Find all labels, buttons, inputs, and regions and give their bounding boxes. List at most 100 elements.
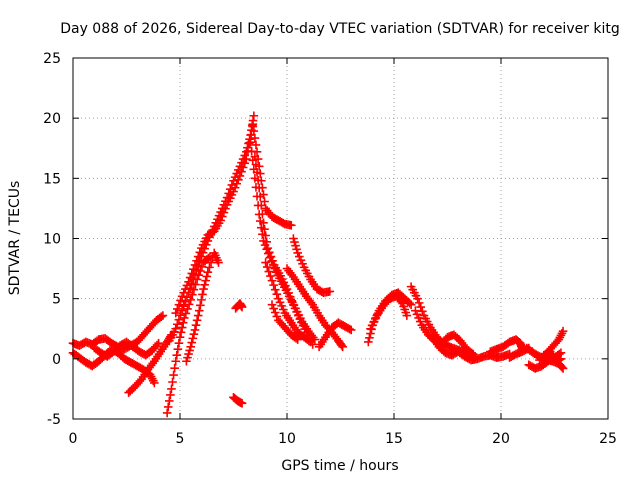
data-point — [205, 263, 214, 272]
data-point — [251, 160, 261, 169]
data-point — [269, 280, 278, 290]
data-point — [289, 234, 298, 243]
data-point — [206, 258, 216, 267]
data-point — [247, 146, 256, 156]
data-point — [293, 335, 302, 344]
data-point — [249, 111, 259, 121]
data-point — [292, 245, 301, 254]
data-point — [254, 183, 264, 193]
data-point — [290, 237, 299, 247]
y-tick-label: 0 — [52, 352, 61, 368]
series-fall-d — [261, 258, 315, 347]
data-point — [558, 326, 568, 336]
data-point — [255, 169, 265, 178]
data-point — [274, 294, 283, 303]
data-point — [171, 356, 181, 366]
data-point — [267, 300, 277, 309]
data-point — [277, 301, 286, 311]
data-point — [200, 280, 209, 290]
data-point — [556, 354, 566, 364]
data-point — [248, 119, 258, 129]
y-tick-label: 5 — [52, 292, 61, 308]
x-tick-label: 0 — [69, 431, 78, 447]
data-point — [198, 290, 207, 299]
data-point — [252, 168, 262, 177]
data-point — [558, 364, 568, 373]
data-point — [262, 237, 271, 247]
data-point — [338, 342, 347, 352]
data-point — [325, 287, 335, 296]
data-point — [190, 325, 200, 335]
data-point — [186, 342, 195, 352]
data-point — [259, 218, 268, 228]
data-point — [255, 192, 265, 201]
data-point — [275, 297, 285, 307]
series-tail-c — [428, 332, 514, 365]
data-point — [166, 390, 175, 400]
data-point — [237, 302, 247, 312]
data-point — [364, 337, 373, 347]
data-point — [193, 311, 203, 320]
data-point — [172, 350, 182, 360]
data-point — [261, 231, 270, 240]
data-point — [293, 248, 302, 258]
data-point — [249, 126, 259, 136]
data-point — [182, 356, 191, 366]
data-point — [150, 378, 159, 388]
x-tick-label: 20 — [492, 431, 510, 447]
series-shoulder-c — [314, 318, 356, 352]
y-tick-label: 25 — [43, 51, 61, 67]
data-point — [258, 209, 267, 219]
data-point — [184, 349, 193, 359]
data-point — [261, 258, 270, 267]
data-point — [154, 338, 163, 348]
x-tick-label: 25 — [599, 431, 617, 447]
data-point — [306, 337, 315, 347]
data-point — [197, 295, 206, 305]
data-point — [176, 328, 186, 337]
data-point — [168, 377, 177, 387]
data-point — [291, 241, 300, 251]
series-shoulder-a — [289, 234, 335, 297]
y-tick-label: -5 — [47, 412, 61, 428]
data-point — [192, 316, 202, 325]
data-point — [191, 320, 201, 330]
data-point — [191, 280, 200, 289]
y-tick-label: 20 — [43, 111, 61, 127]
data-point — [257, 223, 266, 232]
data-point — [250, 133, 260, 143]
series-isolated-b — [229, 393, 247, 408]
axis-ticks: 0 5 10 15 20 25 -5 0 5 10 15 20 25 — [43, 51, 617, 447]
data-point — [173, 319, 182, 329]
data-point — [406, 300, 416, 309]
data-point — [170, 363, 179, 373]
x-tick-label: 5 — [176, 431, 185, 447]
data-point — [270, 308, 280, 317]
data-point — [177, 323, 187, 332]
x-tick-label: 15 — [385, 431, 403, 447]
y-axis-label: SDTVAR / TECUs — [7, 181, 23, 296]
data-point — [270, 285, 280, 294]
chart-title: Day 088 of 2026, Sidereal Day-to-day VTE… — [60, 21, 620, 37]
data-point — [162, 408, 172, 418]
data-point — [258, 229, 267, 239]
data-point — [174, 338, 184, 348]
x-axis-label: GPS time / hours — [281, 458, 398, 474]
series-rise-mid — [182, 248, 223, 366]
series-hump-b — [366, 291, 412, 334]
data-point — [192, 265, 201, 275]
series-rise-steep — [162, 252, 215, 418]
data-point — [411, 306, 420, 315]
data-point — [169, 370, 178, 380]
data-point — [199, 284, 208, 294]
data-point — [253, 175, 263, 185]
data-point — [181, 309, 191, 318]
data-point — [185, 346, 194, 355]
data-point — [173, 344, 183, 354]
y-tick-label: 10 — [43, 232, 61, 248]
data-point — [179, 313, 189, 323]
data-point — [183, 353, 192, 362]
data-point — [416, 302, 426, 312]
data-point — [264, 267, 274, 276]
